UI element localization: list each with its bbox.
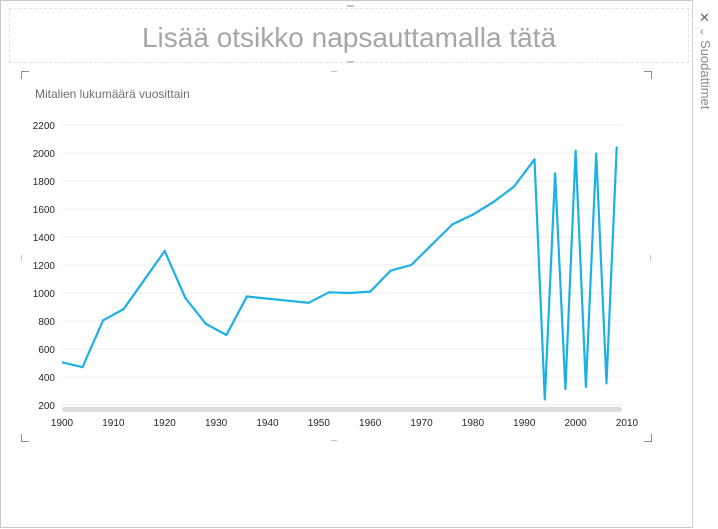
- close-icon[interactable]: ✕: [699, 10, 710, 25]
- grid-lines: [62, 124, 623, 406]
- y-tick-label: 800: [38, 317, 55, 328]
- y-tick-label: 1800: [33, 177, 56, 188]
- slide-title[interactable]: Lisää otsikko napsauttamalla tätä: [141, 22, 557, 53]
- data-point[interactable]: [327, 291, 331, 294]
- series-medals: [40, 146, 618, 401]
- x-tick-label: 1900: [51, 418, 74, 429]
- chart-corner-tr[interactable]: [644, 71, 652, 79]
- data-point[interactable]: [204, 322, 207, 325]
- data-point[interactable]: [225, 333, 228, 337]
- y-tick-label: 1200: [33, 261, 56, 272]
- data-point[interactable]: [61, 361, 64, 364]
- y-tick-label: 1400: [33, 233, 56, 244]
- data-point[interactable]: [40, 357, 42, 359]
- data-point[interactable]: [512, 185, 516, 188]
- x-tick-label: 1970: [410, 418, 433, 429]
- chart-handle-left[interactable]: [21, 255, 22, 261]
- data-point[interactable]: [564, 387, 567, 390]
- data-point[interactable]: [81, 366, 84, 369]
- x-tick-label: 1950: [308, 418, 331, 429]
- data-point[interactable]: [410, 263, 413, 267]
- chart-handle-right[interactable]: [650, 255, 651, 261]
- x-tick-label: 2000: [565, 418, 588, 429]
- resize-handle-bottom[interactable]: [347, 61, 354, 63]
- x-tick-label: 1920: [154, 418, 177, 429]
- data-point[interactable]: [543, 398, 546, 401]
- data-point[interactable]: [605, 382, 608, 385]
- data-point[interactable]: [307, 301, 310, 304]
- data-point[interactable]: [492, 200, 495, 204]
- y-tick-label: 2000: [33, 149, 56, 160]
- filter-pane: ✕ ‹ Suodattimet: [692, 0, 718, 528]
- horizontal-scrollbar[interactable]: [62, 407, 622, 412]
- resize-handle-top[interactable]: [347, 5, 354, 7]
- chart-corner-br[interactable]: [644, 434, 652, 442]
- y-tick-label: 200: [38, 401, 55, 412]
- x-axis-ticks: 1900 1910 1920 1930 1940 1950 1960 1970 1980 1990…: [51, 418, 639, 429]
- y-axis-ticks: 200 400 600 800 1000 1200 1400 1600 1800 2000 2200: [33, 121, 56, 412]
- chart-corner-bl[interactable]: [21, 434, 29, 442]
- data-point[interactable]: [163, 249, 166, 253]
- y-tick-label: 1600: [33, 205, 56, 216]
- data-point[interactable]: [369, 290, 372, 293]
- x-tick-label: 1960: [359, 418, 382, 429]
- chart-handle-top[interactable]: [331, 71, 337, 72]
- data-point[interactable]: [101, 319, 105, 322]
- chart-corner-tl[interactable]: [21, 71, 29, 79]
- data-point[interactable]: [553, 172, 557, 175]
- filter-pane-label[interactable]: Suodattimet: [698, 40, 713, 110]
- data-point[interactable]: [533, 158, 536, 161]
- x-tick-label: 1980: [462, 418, 485, 429]
- data-point[interactable]: [584, 385, 588, 388]
- y-tick-label: 2200: [33, 121, 56, 132]
- data-point[interactable]: [122, 308, 125, 311]
- x-tick-label: 1940: [256, 418, 279, 429]
- data-point[interactable]: [451, 223, 454, 226]
- data-point[interactable]: [245, 295, 249, 298]
- y-tick-label: 600: [38, 345, 55, 356]
- x-tick-label: 1910: [102, 418, 125, 429]
- data-point[interactable]: [574, 149, 577, 152]
- x-tick-label: 2010: [616, 418, 639, 429]
- data-point[interactable]: [348, 291, 351, 295]
- chart-title: Mitalien lukumäärä vuosittain: [35, 87, 190, 101]
- y-tick-label: 1000: [33, 289, 56, 300]
- data-point[interactable]: [615, 146, 618, 149]
- data-point[interactable]: [430, 243, 433, 246]
- data-point[interactable]: [184, 296, 187, 299]
- chart-handle-bottom[interactable]: [331, 440, 337, 441]
- title-placeholder[interactable]: Lisää otsikko napsauttamalla tätä: [9, 5, 689, 63]
- chevron-left-icon[interactable]: ‹: [700, 26, 704, 38]
- y-tick-label: 400: [38, 373, 55, 384]
- x-tick-label: 1990: [513, 418, 536, 429]
- data-point[interactable]: [595, 152, 598, 155]
- data-point[interactable]: [389, 269, 392, 272]
- data-point[interactable]: [471, 213, 475, 216]
- x-tick-label: 1930: [205, 418, 228, 429]
- series-line[interactable]: [42, 147, 618, 401]
